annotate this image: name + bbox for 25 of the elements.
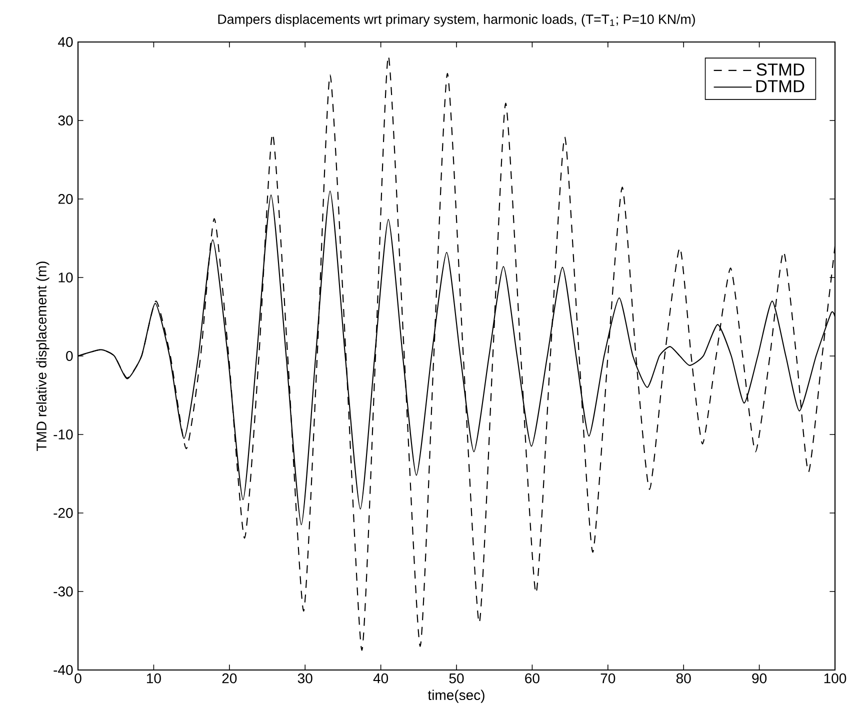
x-tick-label: 70	[600, 673, 616, 684]
y-tick-label: 30	[58, 116, 73, 126]
y-tick-label: 20	[58, 194, 73, 204]
x-tick-label: 40	[373, 673, 388, 684]
x-tick-label: 60	[525, 673, 540, 684]
x-tick-label: 80	[676, 673, 691, 684]
x-tick-label: 30	[298, 673, 312, 684]
legend-label: DTMD	[756, 80, 804, 92]
x-tick-label: 0	[74, 673, 82, 684]
x-tick-label: 90	[752, 673, 767, 684]
x-tick-label: 10	[146, 673, 161, 684]
chart-title: Dampers displacements wrt primary system, harmonic loads, (T=T$_{1}$; P=10 KN/m)	[218, 14, 695, 27]
y-tick-label: -10	[54, 430, 73, 440]
y-tick-label: -30	[54, 586, 73, 596]
legend-label: STMD	[756, 63, 804, 76]
y-tick-label: -20	[54, 508, 73, 518]
x-axis-title: time(sec)	[428, 690, 484, 703]
y-tick-label: 0	[66, 351, 73, 361]
y-tick-label: 40	[58, 37, 73, 47]
y-axis-title: TMD relative displacement (m)	[36, 262, 50, 451]
x-tick-label: 50	[449, 673, 464, 684]
y-tick-label: -40	[54, 665, 73, 675]
x-tick-label: 20	[222, 673, 237, 684]
x-tick-label: 100	[824, 673, 846, 684]
y-tick-label: 10	[58, 272, 73, 282]
